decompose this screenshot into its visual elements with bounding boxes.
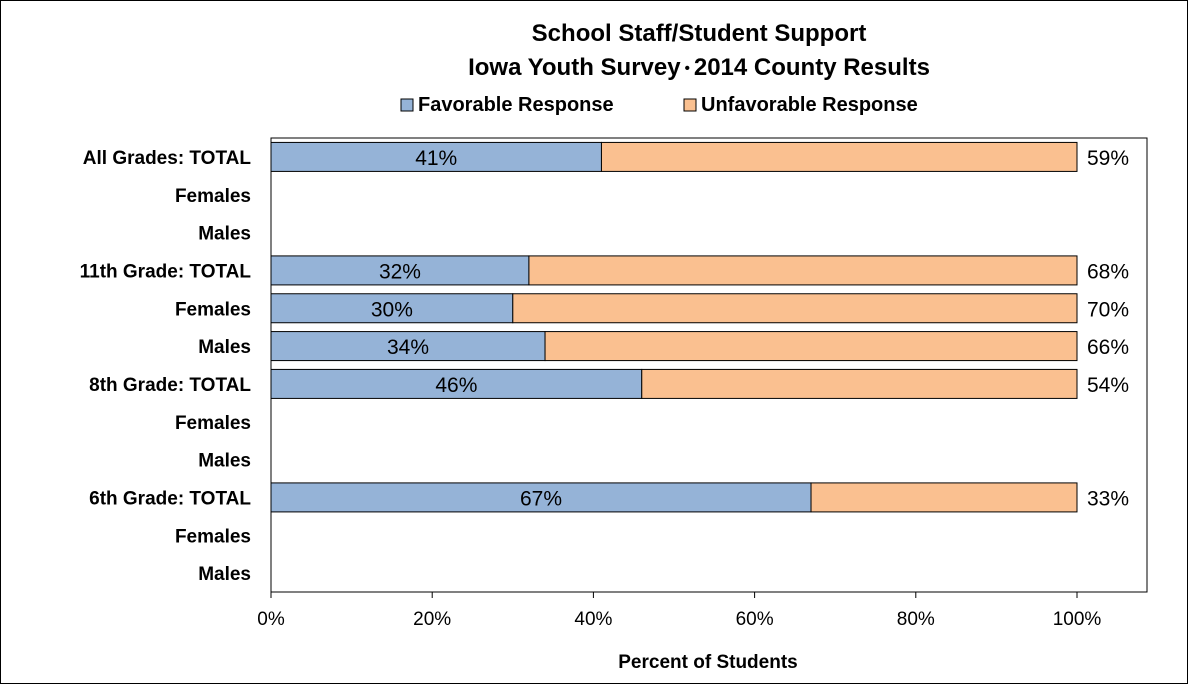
chart-subtitle-left: Iowa Youth Survey xyxy=(468,54,681,81)
bar-favorable xyxy=(270,482,812,513)
category-label: Females xyxy=(175,299,251,320)
plot-area: All Grades: TOTAL 41% 59% Females Males 11th … xyxy=(80,137,1148,630)
data-label-unfavorable: 68% xyxy=(1087,260,1129,283)
x-tick-label: 40% xyxy=(574,609,612,630)
legend-favorable-swatch xyxy=(400,98,414,112)
data-label-favorable: 34% xyxy=(387,336,429,359)
category-label: Males xyxy=(198,337,251,358)
category-label: Males xyxy=(198,451,251,472)
x-tick-label: 80% xyxy=(897,609,935,630)
bar-unfavorable xyxy=(512,293,1078,324)
legend: Favorable Response Unfavorable Response xyxy=(400,94,918,116)
data-label-unfavorable: 54% xyxy=(1087,374,1129,397)
legend-unfavorable-label: Unfavorable Response xyxy=(701,94,918,116)
data-label-favorable: 41% xyxy=(415,147,457,170)
data-label-favorable: 67% xyxy=(520,487,562,510)
chart-title: School Staff/Student Support xyxy=(532,20,867,47)
bar-favorable xyxy=(270,368,643,399)
category-label: Females xyxy=(175,413,251,434)
data-label-unfavorable: 70% xyxy=(1087,298,1129,321)
data-label-unfavorable: 66% xyxy=(1087,336,1129,359)
legend-favorable-label: Favorable Response xyxy=(418,94,614,116)
data-label-unfavorable: 59% xyxy=(1087,147,1129,170)
category-label: Females xyxy=(175,186,251,207)
category-label: 11th Grade: TOTAL xyxy=(80,261,252,282)
data-label-favorable: 30% xyxy=(371,298,413,321)
bar-favorable xyxy=(270,255,530,286)
category-label: 8th Grade: TOTAL xyxy=(89,375,251,396)
bar-unfavorable xyxy=(528,255,1078,286)
legend-unfavorable-swatch xyxy=(683,98,697,112)
category-label: Females xyxy=(175,526,251,547)
chart-subtitle-right: 2014 County Results xyxy=(694,54,930,81)
data-label-favorable: 32% xyxy=(379,260,421,283)
category-label: All Grades: TOTAL xyxy=(83,148,252,169)
x-tick-label: 20% xyxy=(413,609,451,630)
bar-unfavorable xyxy=(641,368,1078,399)
x-axis-title: Percent of Students xyxy=(618,652,797,673)
bar-unfavorable xyxy=(810,482,1078,513)
bar-favorable xyxy=(270,141,602,172)
bar-unfavorable xyxy=(600,141,1078,172)
x-tick-label: 60% xyxy=(736,609,774,630)
x-tick-label: 100% xyxy=(1053,609,1102,630)
x-tick-label: 0% xyxy=(257,609,285,630)
data-label-favorable: 46% xyxy=(435,374,477,397)
plot-border xyxy=(270,137,1148,593)
category-label: Males xyxy=(198,224,251,245)
category-label: Males xyxy=(198,564,251,585)
category-label: 6th Grade: TOTAL xyxy=(89,488,251,509)
chart-subtitle-separator: • xyxy=(685,60,690,77)
bar-unfavorable xyxy=(544,331,1078,362)
data-label-unfavorable: 33% xyxy=(1087,487,1129,510)
chart-subtitle: Iowa Youth Survey • 2014 County Results xyxy=(468,54,930,81)
bar-favorable xyxy=(270,293,514,324)
